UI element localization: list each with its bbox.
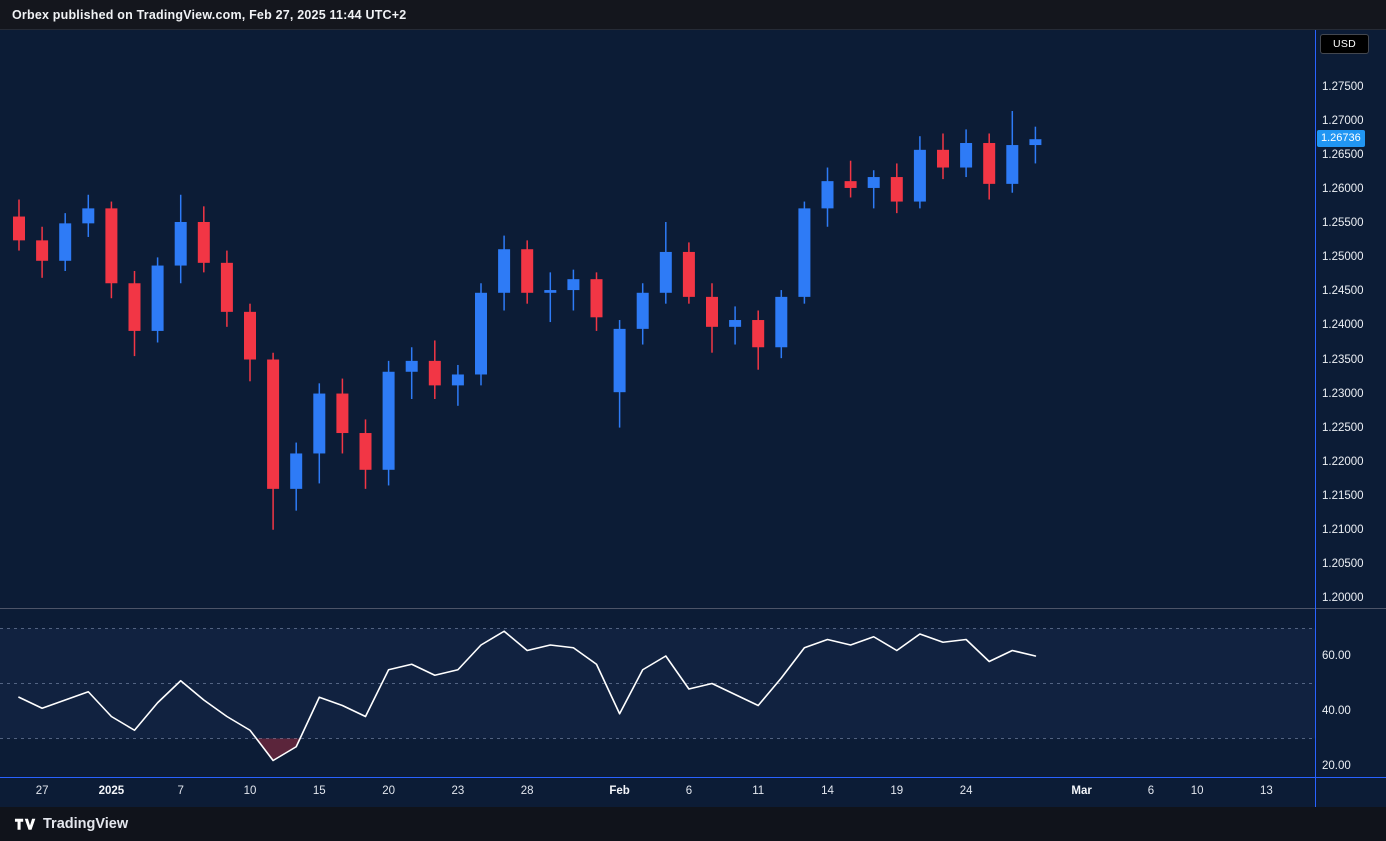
price-axis-label: 1.22500 [1322,421,1364,434]
time-axis[interactable] [0,777,1315,807]
time-axis-label: 10 [243,785,257,797]
time-axis-label: 28 [520,785,534,797]
candle-body [405,360,418,372]
price-axis-label: 1.20500 [1322,557,1364,570]
candle-body [313,393,326,454]
price-axis-label: 1.21000 [1322,523,1364,536]
price-axis-label: 1.24000 [1322,319,1364,332]
candle-body [775,296,788,348]
candle-body [1006,145,1019,184]
price-axis-label: 1.25000 [1322,251,1364,264]
rsi-axis-label: 20.00 [1322,760,1351,772]
candle-body [521,249,534,293]
candle-body [220,262,233,312]
price-axis-label: 1.22000 [1322,455,1364,468]
rsi-axis-label: 40.00 [1322,705,1351,717]
candle-body [336,393,349,434]
time-axis-label: 10 [1190,785,1204,797]
tradingview-wordmark[interactable]: TradingView [43,816,129,832]
time-axis-label: 15 [312,785,326,797]
candle-body [960,143,973,168]
candle-body [844,181,857,188]
rsi-axis-label: 60.00 [1322,650,1351,662]
rsi-pane[interactable] [0,612,1315,777]
time-axis-label: 13 [1259,785,1273,797]
candle-body [105,208,118,284]
candle-body [544,290,557,293]
time-axis-label: 20 [382,785,395,797]
price-axis-label: 1.20000 [1322,591,1364,604]
price-axis-label: 1.21500 [1322,489,1364,502]
candle-body [937,149,949,168]
candle-body [913,149,926,202]
time-axis-label: 7 [177,785,184,797]
footer-bar: TradingView [0,807,1386,841]
candle-body [590,279,603,318]
publication-title: Orbex published on TradingView.com, Feb … [12,7,407,22]
candle-body [498,249,511,293]
candle-body [174,221,187,266]
time-axis-label: Mar [1071,785,1092,797]
candle-body [428,360,441,386]
candle-body [36,240,49,261]
time-axis-label: 2025 [98,785,125,797]
candle-body [659,251,672,293]
candle-body [798,208,811,297]
price-axis-label: 1.25500 [1322,217,1364,230]
time-axis-label: Feb [609,785,630,797]
price-axis-label: 1.23000 [1322,387,1364,400]
candle-body [983,143,996,184]
candle-body [59,223,72,261]
time-axis-label: 6 [685,785,693,797]
candle-body [82,208,95,224]
candle-body [821,181,834,209]
rsi-line [18,630,1037,762]
candle-body [867,177,880,188]
candle-body [475,292,487,375]
tradingview-logo-icon[interactable] [14,817,36,832]
candle-body [1029,139,1042,146]
time-axis-label: 14 [821,785,834,797]
candle-body [729,320,742,327]
price-axis-label: 1.26500 [1322,149,1364,162]
candle-body [706,296,718,327]
price-pane[interactable] [0,30,1315,608]
candle-body [128,283,141,331]
rsi-oversold-fill [256,738,301,761]
candle-body [244,311,256,360]
candle-body [890,177,903,202]
candle-body [752,320,765,348]
candle-body [567,279,580,291]
candle-body [682,251,695,297]
time-axis-label: 19 [890,785,904,797]
time-axis-label: 24 [959,785,973,797]
candle-body [382,371,395,470]
time-axis-label: 27 [35,785,49,797]
price-axis-label: 1.24500 [1322,285,1364,298]
candle-body [290,453,303,489]
publication-header: Orbex published on TradingView.com, Feb … [0,0,1386,30]
time-axis-label: 23 [451,785,465,797]
candle-body [151,265,164,331]
candle-body [613,328,626,393]
candle-body [197,221,210,263]
price-axis-label: 1.27000 [1322,115,1364,128]
candle-body [359,433,372,470]
time-axis-label: 6 [1147,785,1155,797]
currency-badge[interactable]: USD [1320,34,1369,54]
price-axis-label: 1.23500 [1322,353,1364,366]
candle-body [451,374,464,386]
time-axis-label: 11 [752,785,765,797]
candle-body [636,292,649,329]
candle-body [13,216,25,241]
price-axis-label: 1.26000 [1322,183,1364,196]
last-price-badge: 1.26736 [1317,130,1365,148]
candle-body [267,359,280,489]
price-axis-label: 1.27500 [1322,81,1364,94]
